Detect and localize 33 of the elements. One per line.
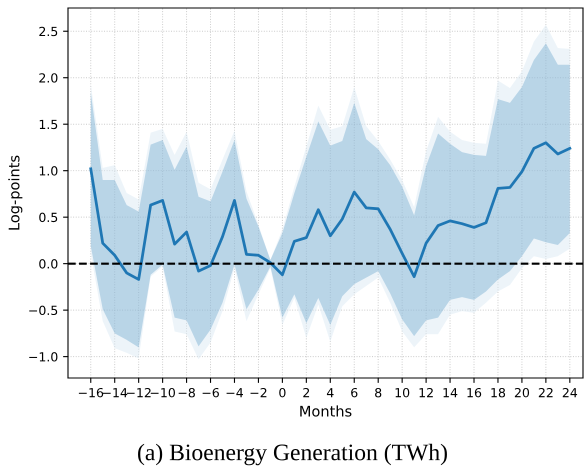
- x-tick-label: 24: [562, 388, 578, 398]
- y-tick-label: −1.0: [29, 352, 58, 362]
- x-tick-label: 6: [351, 388, 358, 398]
- y-axis-title: Log-points: [8, 156, 22, 230]
- x-tick-label: 16: [467, 388, 482, 398]
- x-tick-label: 2: [303, 388, 310, 398]
- text: (a) Bioenergy Generation (TWh): [138, 444, 447, 466]
- x-axis-title: Months: [300, 405, 352, 417]
- x-tick-label: 10: [396, 388, 410, 398]
- x-tick-label: −6: [202, 388, 219, 398]
- x-tick-label: −14: [102, 388, 128, 398]
- y-tick-label: 0.0: [39, 259, 58, 269]
- y-tick-label: 2.0: [39, 73, 58, 83]
- x-tick-label: 12: [420, 388, 433, 398]
- x-tick-label: 20: [514, 388, 530, 398]
- x-tick-label: −10: [150, 388, 175, 398]
- y-tick-label: 0.5: [39, 212, 58, 222]
- line-series: [89, 141, 572, 281]
- x-tick-label: −4: [226, 388, 243, 398]
- x-tick-label: −16: [78, 388, 104, 398]
- x-tick-label: −2: [250, 388, 266, 398]
- x-tick-label: −12: [126, 388, 151, 398]
- y-tick-label: −0.5: [29, 306, 58, 316]
- y-tick-label: 1.5: [40, 120, 58, 130]
- x-tick-label: 8: [375, 388, 382, 398]
- x-tick-label: 0: [279, 388, 286, 398]
- x-tick-label: 22: [538, 388, 553, 398]
- y-tick-label: 1.0: [40, 166, 58, 176]
- x-tick-label: 4: [326, 388, 334, 398]
- x-tick-label: −8: [178, 388, 195, 398]
- y-tick-label: 2.5: [39, 26, 58, 36]
- x-tick-label: 18: [491, 388, 506, 398]
- x-tick-label: 14: [443, 388, 458, 398]
